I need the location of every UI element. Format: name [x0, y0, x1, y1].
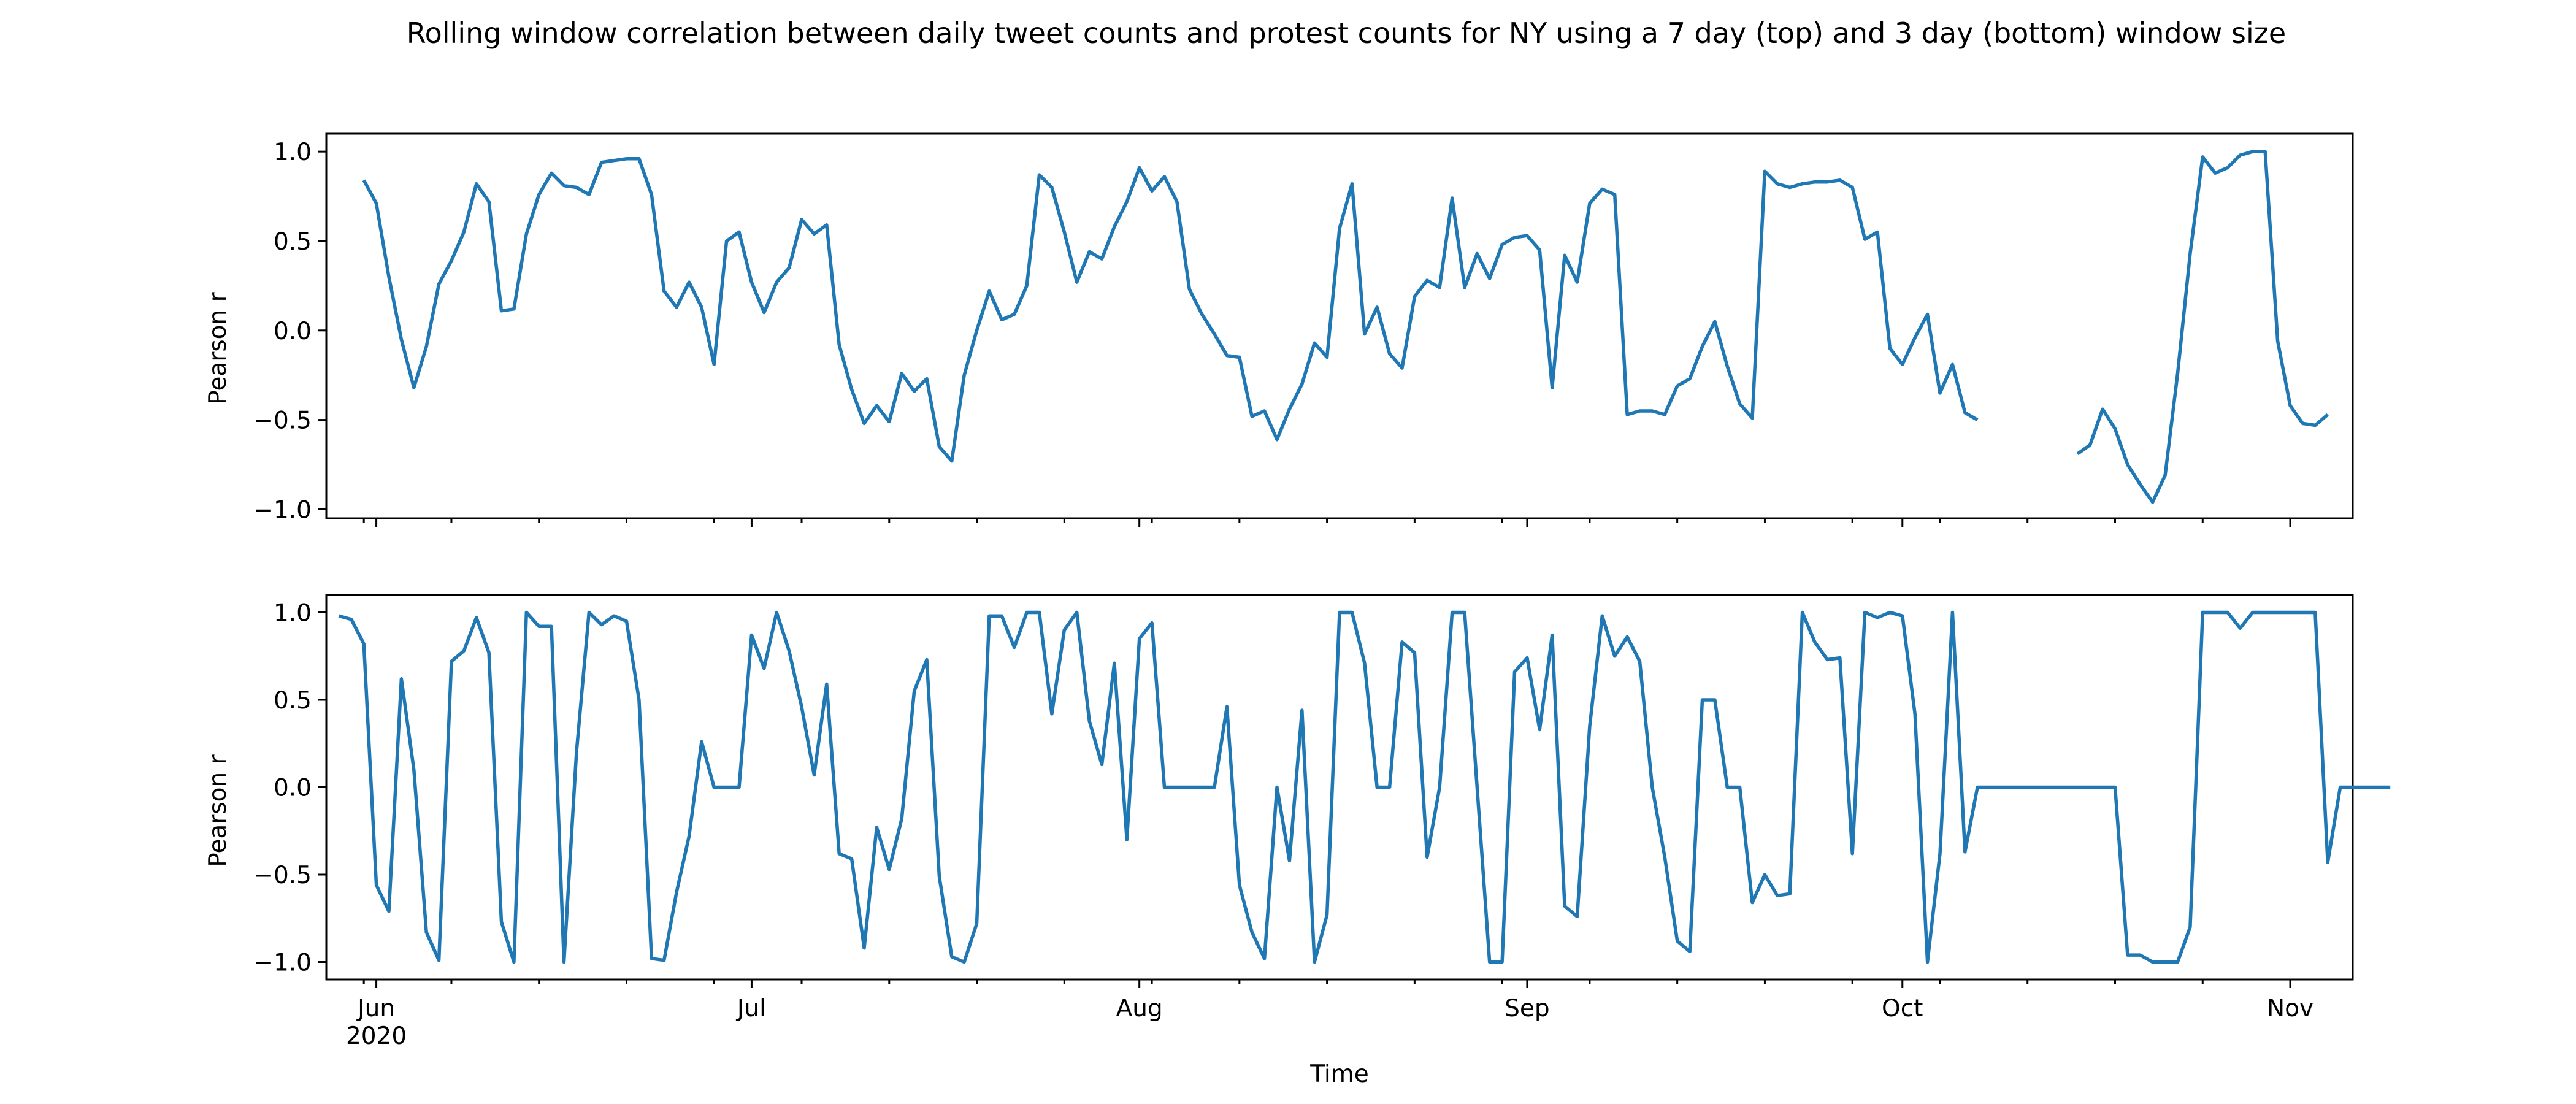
panel-top-7-day: Pearson r −1.0 −0.5 0.0 0.5 1.0	[204, 132, 2354, 527]
x-tick-label-0: Jun	[356, 995, 395, 1022]
plot-frame-0	[325, 132, 2354, 519]
y-tick-label-1-0: −1.0	[253, 949, 312, 977]
series-line-7-day	[362, 150, 2329, 504]
y-tick-label-1-1: −0.5	[253, 862, 312, 889]
y-tick-label-0-1: −0.5	[253, 407, 312, 435]
y-tick-label-0-0: −1.0	[253, 496, 312, 524]
x-tick-label-2: Aug	[1116, 995, 1163, 1022]
y-axis-label-bottom: Pearson r	[204, 754, 232, 867]
x-axis-label: Time	[1309, 1060, 1368, 1088]
y-tick-label-0-2: 0.0	[274, 318, 312, 345]
y-tick-label-1-3: 0.5	[274, 687, 312, 715]
chart-title: Rolling window correlation between daily…	[407, 17, 2287, 50]
y-tick-label-0-4: 1.0	[274, 139, 312, 166]
x-tick-label-1: Jul	[735, 995, 766, 1022]
x-tick-sublabel-0: 2020	[346, 1022, 407, 1050]
x-tick-label-4: Oct	[1882, 995, 1923, 1022]
y-tick-label-1-2: 0.0	[274, 775, 312, 802]
y-axis-label-top: Pearson r	[204, 291, 232, 404]
x-tick-label-3: Sep	[1505, 995, 1550, 1022]
series-line-3-day	[338, 610, 2391, 964]
y-tick-label-1-4: 1.0	[274, 600, 312, 627]
x-tick-label-5: Nov	[2267, 995, 2313, 1022]
y-tick-label-0-3: 0.5	[274, 228, 312, 256]
